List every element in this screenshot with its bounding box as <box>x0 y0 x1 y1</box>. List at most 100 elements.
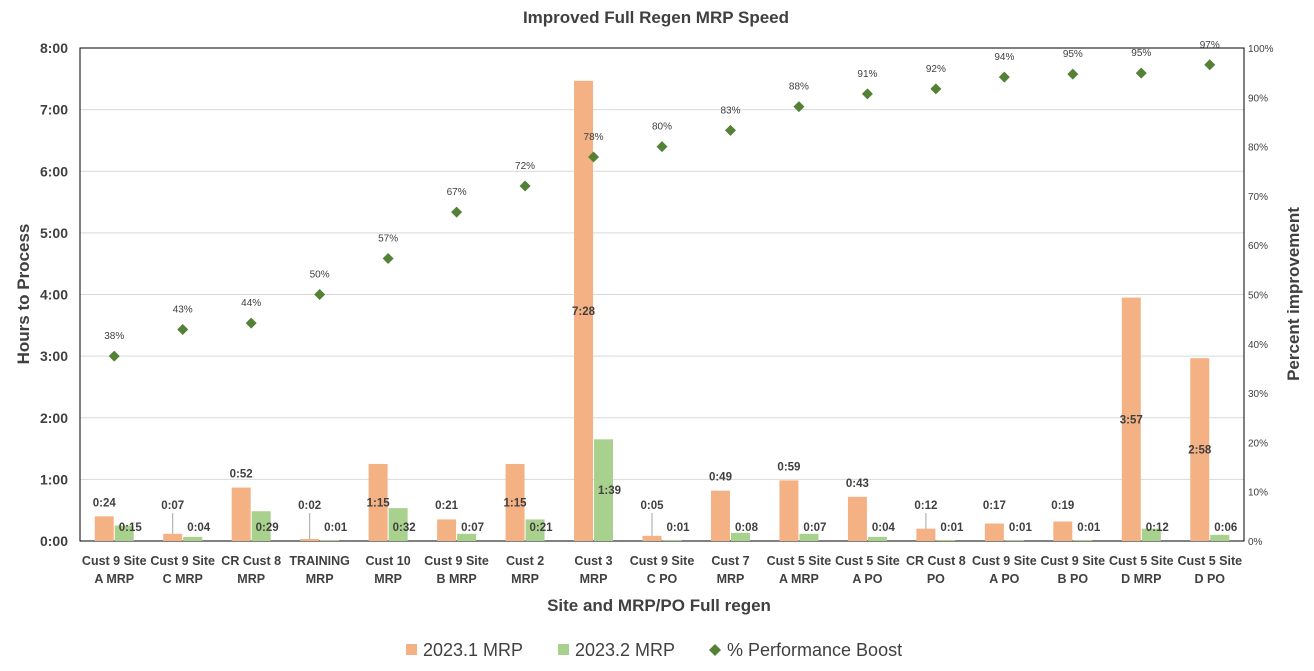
y-tick-label: 2:00 <box>40 410 68 426</box>
chart-title: Improved Full Regen MRP Speed <box>523 8 789 27</box>
bars <box>94 80 1230 541</box>
data-label-2023-2: 0:07 <box>461 522 484 534</box>
bar-2023-1 <box>916 528 936 541</box>
bar-2023-1 <box>94 516 114 541</box>
bar-2023-2 <box>1141 528 1161 541</box>
category-label: CR Cust 8 PO <box>906 554 966 586</box>
category-label: Cust 9 Site B MRP <box>424 554 489 586</box>
bar-2023-1 <box>984 523 1004 541</box>
y2-tick-label: 50% <box>1248 291 1268 302</box>
boost-point <box>861 88 873 100</box>
y2-tick-label: 70% <box>1248 192 1268 203</box>
category-label: Cust 7 MRP <box>711 554 749 586</box>
category-label: Cust 10 MRP <box>366 554 411 586</box>
boost-label: 95% <box>1063 49 1083 60</box>
bar-2023-2 <box>594 439 614 541</box>
data-label-2023-1: 0:07 <box>161 500 184 512</box>
bar-2023-1 <box>574 80 594 541</box>
y-tick-label: 3:00 <box>40 348 68 364</box>
x-axis-title: Site and MRP/PO Full regen <box>547 596 771 615</box>
data-label-2023-2: 1:39 <box>598 485 621 497</box>
boost-point <box>1135 67 1147 79</box>
boost-point <box>177 324 189 336</box>
data-label-2023-1: 0:02 <box>298 500 321 512</box>
boost-point <box>1204 59 1216 71</box>
boost-point <box>793 101 805 113</box>
gridlines <box>80 109 1244 480</box>
boost-point <box>314 289 326 300</box>
bar-2023-1 <box>505 463 525 541</box>
data-label-2023-1: 2:58 <box>1188 445 1212 457</box>
data-label-2023-1: 0:19 <box>1051 500 1074 512</box>
boost-label: 57% <box>378 234 398 245</box>
data-label-2023-2: 0:06 <box>1214 522 1237 534</box>
boost-point <box>451 206 463 218</box>
data-label-2023-1: 0:52 <box>230 469 253 481</box>
bar-2023-2 <box>457 533 477 541</box>
y2-axis-title: Percent improvement <box>1284 207 1303 381</box>
y2-axis-ticks: 0% 10% 20% 30% 40% 50% 60% 70% 80% 90% 100% <box>1248 44 1274 548</box>
bar-2023-1 <box>231 487 251 541</box>
data-label-2023-2: 0:04 <box>872 522 896 534</box>
legend-label-boost: % Performance Boost <box>727 640 902 660</box>
bar-2023-1 <box>710 490 730 541</box>
category-label: Cust 9 Site B PO <box>1041 554 1106 586</box>
bar-2023-2 <box>114 525 134 541</box>
boost-label: 94% <box>994 52 1014 63</box>
data-label-2023-2: 0:21 <box>530 522 554 534</box>
category-label: Cust 5 Site A PO <box>835 554 900 586</box>
boost-label: 83% <box>720 105 740 116</box>
data-labels: 0:240:1538%0:070:0443%0:520:2944%0:020:0… <box>93 40 1237 539</box>
category-label: Cust 3 MRP <box>574 554 612 586</box>
data-label-2023-2: 0:04 <box>187 522 211 534</box>
bar-2023-2 <box>251 511 271 541</box>
data-label-2023-2: 0:12 <box>1146 522 1169 534</box>
points <box>108 59 1216 362</box>
data-label-2023-1: 0:05 <box>640 500 664 512</box>
y-tick-label: 7:00 <box>40 102 68 118</box>
category-label: Cust 9 Site C PO <box>630 554 695 586</box>
y2-tick-label: 20% <box>1248 438 1268 449</box>
data-label-2023-1: 0:17 <box>983 500 1006 512</box>
legend-marker-boost <box>709 644 721 656</box>
y2-tick-label: 90% <box>1248 93 1268 104</box>
boost-label: 97% <box>1200 40 1220 51</box>
data-label-2023-1: 1:15 <box>504 497 528 509</box>
data-label-2023-2: 0:01 <box>940 522 964 534</box>
legend-swatch-2023-1 <box>406 644 417 655</box>
data-label-2023-1: 0:43 <box>846 478 869 490</box>
boost-label: 95% <box>1131 48 1151 59</box>
category-label: Cust 2 MRP <box>506 554 544 586</box>
bar-2023-1 <box>300 538 320 541</box>
data-label-2023-1: 0:24 <box>93 497 117 509</box>
y-tick-label: 4:00 <box>40 287 68 303</box>
y2-tick-label: 60% <box>1248 241 1268 252</box>
boost-label: 72% <box>515 161 535 172</box>
data-label-2023-2: 0:15 <box>119 522 143 534</box>
data-label-2023-2: 0:07 <box>803 522 826 534</box>
data-label-2023-1: 1:15 <box>367 497 391 509</box>
bar-2023-2 <box>388 508 408 541</box>
data-label-2023-2: 0:01 <box>324 522 348 534</box>
data-label-2023-1: 3:57 <box>1120 414 1143 426</box>
boost-point <box>245 317 257 329</box>
boost-label: 43% <box>173 305 193 316</box>
boost-point <box>108 350 120 362</box>
boost-label: 92% <box>926 64 946 75</box>
boost-label: 67% <box>447 187 467 198</box>
boost-label: 50% <box>310 270 330 281</box>
boost-label: 88% <box>789 82 809 93</box>
boost-point <box>588 151 600 163</box>
y2-tick-label: 0% <box>1248 537 1263 548</box>
bar-2023-1 <box>437 519 457 541</box>
y-tick-label: 5:00 <box>40 225 68 241</box>
plot-area-border <box>79 47 1245 542</box>
boost-point <box>1067 68 1079 80</box>
boost-label: 80% <box>652 122 672 133</box>
bar-2023-2 <box>662 539 682 541</box>
legend-swatch-2023-2 <box>558 644 569 655</box>
bar-2023-2 <box>1210 534 1230 541</box>
data-label-2023-1: 0:12 <box>914 500 937 512</box>
y-axis-ticks: 0:00 1:00 2:00 3:00 4:00 5:00 6:00 7:00 8:00 <box>40 40 68 549</box>
